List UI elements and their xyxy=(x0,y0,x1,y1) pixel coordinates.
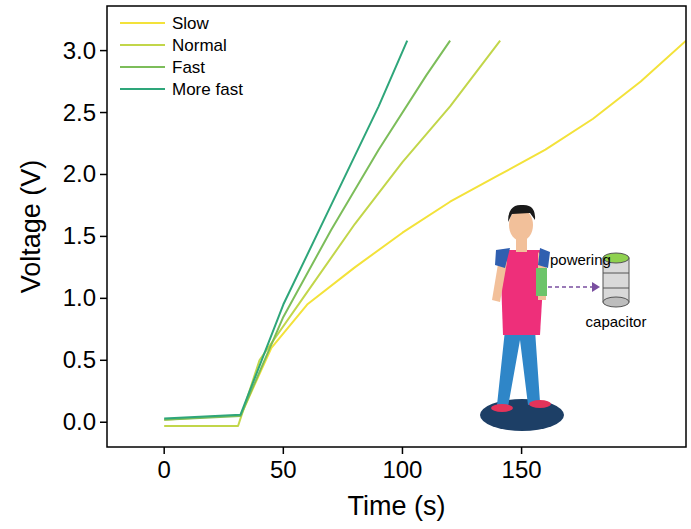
legend: Slow Normal Fast More fast xyxy=(120,14,243,99)
capacitor-bottom xyxy=(603,297,629,307)
series-line xyxy=(164,41,686,420)
x-tick xyxy=(283,447,285,454)
x-tick-label: 100 xyxy=(382,456,422,483)
legend-swatch xyxy=(120,44,165,46)
y-tick-label: 0.5 xyxy=(63,346,96,373)
hair xyxy=(508,205,535,222)
y-tick-label: 1.5 xyxy=(63,222,96,249)
shoe xyxy=(529,400,551,408)
x-axis-title: Time (s) xyxy=(348,491,446,521)
platform xyxy=(480,399,564,431)
legend-swatch xyxy=(120,66,165,68)
annotation: capacitor xyxy=(586,313,647,330)
shoe xyxy=(491,404,513,412)
x-tick xyxy=(163,447,165,454)
annotation: powering xyxy=(550,251,611,268)
y-tick-label: 3.0 xyxy=(63,37,96,64)
legend-label: More fast xyxy=(172,80,243,99)
series-line xyxy=(164,41,450,420)
legs xyxy=(497,330,540,407)
y-axis-title: Voltage (V) xyxy=(16,160,46,294)
y-tick-label: 0.0 xyxy=(63,408,96,435)
arrow-head xyxy=(592,282,600,292)
illustration: powering capacitor xyxy=(480,205,646,431)
y-tick xyxy=(100,421,107,423)
capacitor-band xyxy=(603,273,629,274)
capacitor-band xyxy=(603,288,629,289)
legend-label: Normal xyxy=(172,36,227,55)
y-tick xyxy=(100,174,107,176)
x-tick-label: 150 xyxy=(502,456,542,483)
y-tick xyxy=(100,236,107,238)
device xyxy=(536,268,547,296)
y-tick-label: 2.5 xyxy=(63,99,96,126)
plot-frame xyxy=(107,6,686,447)
series-line xyxy=(164,41,500,426)
legend-label: Fast xyxy=(172,58,205,77)
x-tick xyxy=(402,447,404,454)
x-tick-label: 0 xyxy=(158,456,171,483)
plot-lines xyxy=(164,41,686,426)
y-tick xyxy=(100,298,107,300)
arrow-line xyxy=(548,286,592,288)
series-line xyxy=(164,41,407,419)
y-tick xyxy=(100,50,107,52)
legend-label: Slow xyxy=(172,14,210,33)
y-tick-label: 2.0 xyxy=(63,160,96,187)
legend-swatch xyxy=(120,22,165,24)
x-tick-label: 50 xyxy=(270,456,297,483)
y-tick xyxy=(100,112,107,114)
legend-swatch xyxy=(120,88,165,90)
chart: 0 50 100 150 0.0 0.5 1.0 1.5 2.0 2.5 3.0 Time (s) Vo… xyxy=(0,0,691,529)
x-tick xyxy=(521,447,523,454)
y-tick-label: 1.0 xyxy=(63,284,96,311)
y-tick xyxy=(100,360,107,362)
